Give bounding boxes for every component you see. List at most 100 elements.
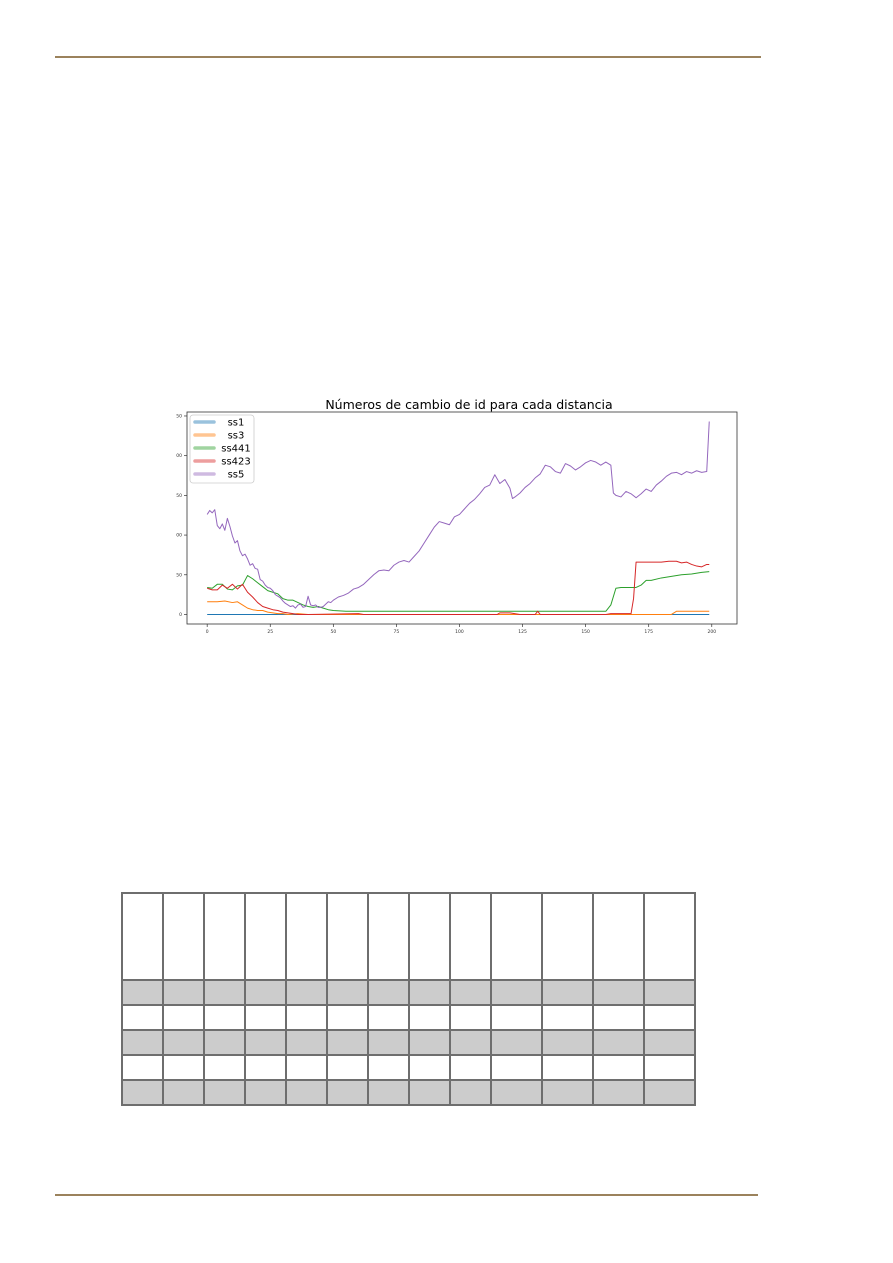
table-cell — [121, 1079, 164, 1106]
table-cell — [121, 1054, 164, 1081]
table-row — [121, 979, 696, 1006]
series-line-ss5 — [206, 421, 710, 609]
table-cell — [162, 1079, 205, 1106]
legend-label: ss441 — [221, 444, 251, 455]
table-row — [121, 1079, 696, 1106]
table-cell — [203, 892, 246, 981]
table-cell — [408, 1004, 451, 1031]
table-cell — [449, 1004, 492, 1031]
table-cell — [643, 892, 696, 981]
series-line-ss423 — [207, 560, 710, 615]
results-table — [121, 892, 696, 1106]
table-cell — [244, 979, 287, 1006]
table-cell — [449, 979, 492, 1006]
y-tick-label: 200 — [176, 453, 182, 459]
x-axis: 0 25 50 75 100 125 150 175 200 — [206, 624, 716, 635]
table-cell — [121, 1029, 164, 1056]
table-cell — [592, 1054, 645, 1081]
plot-frame — [186, 411, 738, 625]
table-cell — [541, 979, 594, 1006]
table-cell — [367, 1029, 410, 1056]
table-cell — [203, 1054, 246, 1081]
table-cell — [244, 1029, 287, 1056]
table-cell — [449, 892, 492, 981]
table-cell — [367, 1004, 410, 1031]
table-cell — [541, 892, 594, 981]
table-row — [121, 1004, 696, 1031]
table-cell — [162, 1029, 205, 1056]
table-cell — [490, 1079, 543, 1106]
x-tick-label: 50 — [330, 629, 336, 635]
x-tick-label: 200 — [707, 629, 716, 635]
table-cell — [408, 1029, 451, 1056]
y-tick-label: 250 — [176, 413, 182, 419]
series-lines — [206, 421, 710, 615]
table-cell — [408, 979, 451, 1006]
legend-label: ss423 — [221, 457, 251, 468]
table-cell — [449, 1054, 492, 1081]
x-tick-label: 175 — [644, 629, 653, 635]
legend-label: ss3 — [228, 431, 245, 442]
table-cell — [367, 1079, 410, 1106]
header-rule — [55, 56, 761, 58]
y-tick-label: 50 — [176, 572, 182, 578]
table-cell — [643, 1079, 696, 1106]
table-cell — [203, 979, 246, 1006]
table-cell — [490, 1054, 543, 1081]
table-cell — [592, 979, 645, 1006]
table-cell — [592, 892, 645, 981]
x-tick-label: 125 — [518, 629, 527, 635]
table-cell — [162, 979, 205, 1006]
footer-rule — [55, 1194, 758, 1196]
table-cell — [643, 979, 696, 1006]
table-cell — [162, 1004, 205, 1031]
table-cell — [285, 892, 328, 981]
legend-box — [189, 414, 255, 484]
x-tick-label: 100 — [455, 629, 464, 635]
table-cell — [408, 892, 451, 981]
table-cell — [490, 892, 543, 981]
table-cell — [592, 1079, 645, 1106]
chart-title: Números de cambio de id para cada distan… — [325, 397, 612, 412]
table-cell — [367, 979, 410, 1006]
table-cell — [326, 1079, 369, 1106]
y-tick-label: 150 — [176, 493, 182, 499]
table-cell — [408, 1079, 451, 1106]
table-cell — [121, 1004, 164, 1031]
table-cell — [367, 892, 410, 981]
table-cell — [121, 979, 164, 1006]
x-tick-label: 25 — [267, 629, 273, 635]
table-cell — [203, 1029, 246, 1056]
table-cell — [326, 1054, 369, 1081]
x-tick-label: 150 — [581, 629, 590, 635]
table-cell — [490, 1004, 543, 1031]
table-cell — [285, 1054, 328, 1081]
y-tick-label: 100 — [176, 533, 182, 539]
table-cell — [592, 1004, 645, 1031]
table-row — [121, 1054, 696, 1081]
y-tick-label: 0 — [179, 612, 182, 618]
table-cell — [326, 892, 369, 981]
table-cell — [326, 1004, 369, 1031]
table-cell — [203, 1079, 246, 1106]
table-cell — [490, 979, 543, 1006]
chart-canvas: Números de cambio de id para cada distan… — [176, 397, 738, 635]
table-cell — [449, 1079, 492, 1106]
table-cell — [285, 1079, 328, 1106]
table-cell — [162, 892, 205, 981]
table-cell — [449, 1029, 492, 1056]
line-chart: Números de cambio de id para cada distan… — [176, 392, 742, 640]
table-cell — [285, 1004, 328, 1031]
x-tick-label: 75 — [394, 629, 400, 635]
legend-label: ss1 — [228, 418, 245, 429]
table-cell — [643, 1054, 696, 1081]
table-cell — [203, 1004, 246, 1031]
table-cell — [592, 1029, 645, 1056]
table-cell — [541, 1079, 594, 1106]
table-cell — [541, 1029, 594, 1056]
table-cell — [643, 1004, 696, 1031]
table-cell — [285, 979, 328, 1006]
table-cell — [121, 892, 164, 981]
x-tick-label: 0 — [206, 629, 209, 635]
